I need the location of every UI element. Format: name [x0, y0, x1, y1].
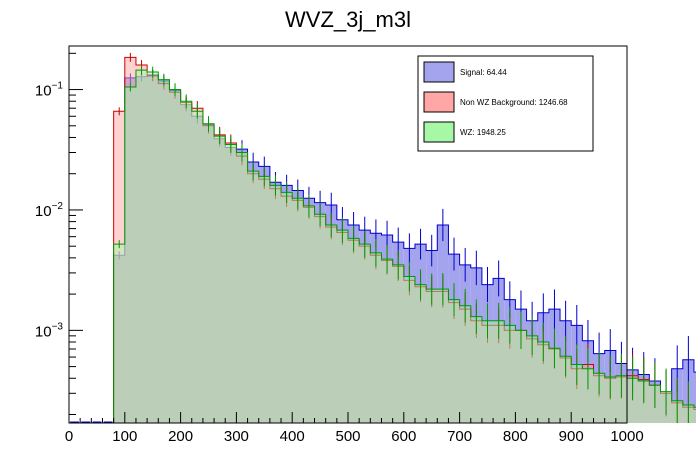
outline-wz	[113, 69, 696, 423]
bar-wz	[526, 335, 538, 423]
x-tick-label: 500	[335, 428, 360, 445]
bar-wz	[593, 373, 605, 423]
bar-wz	[269, 185, 282, 423]
bar-wz	[448, 299, 460, 423]
x-tick-label: 800	[503, 428, 528, 445]
legend-swatch-wz	[423, 121, 455, 143]
bar-wz	[359, 244, 371, 423]
bar-wz	[348, 238, 360, 423]
x-tick-label: 200	[168, 428, 193, 445]
x-tick-label: 600	[391, 428, 416, 445]
bar-wz	[459, 305, 471, 423]
bar-wz	[426, 289, 438, 423]
bar-wz	[414, 284, 427, 423]
bar-wz	[571, 364, 583, 423]
legend: Signal: 64.44 Non WZ Background: 1246.68…	[417, 55, 594, 152]
bar-wz	[147, 71, 159, 424]
x-tick-label: 400	[280, 428, 305, 445]
bar-wz	[303, 205, 315, 423]
bar-wz	[124, 87, 136, 423]
x-tick-label: 300	[224, 428, 249, 445]
legend-label-wz: WZ: 1948.25	[460, 128, 506, 137]
x-axis: 0 100 200 300 400 500 600 700 800 900 1000	[65, 412, 644, 445]
bar-wz	[258, 176, 270, 423]
bar-wz	[381, 259, 393, 423]
legend-swatch-signal	[423, 61, 455, 83]
y-tick-label: 10−3	[35, 321, 64, 340]
bar-wz	[403, 276, 415, 423]
x-tick-label: 1000	[610, 428, 643, 445]
bar-wz	[437, 289, 449, 423]
error-bars-wz	[118, 65, 689, 423]
x-tick-label: 100	[112, 428, 137, 445]
bar-wz	[481, 320, 494, 423]
x-tick-label: 0	[65, 428, 73, 445]
bar-wz	[135, 70, 148, 424]
bar-wz	[693, 407, 696, 423]
bar-wz	[214, 136, 226, 424]
bar-wz	[247, 171, 259, 423]
bar-wz	[582, 368, 594, 423]
bar-wz	[202, 123, 215, 424]
bar-wz	[627, 378, 639, 423]
legend-swatch-nonwz	[423, 91, 455, 113]
axis-layer: 0 100 200 300 400 500 600 700 800 900 1000 10−3 10−2…	[35, 52, 644, 445]
bar-wz	[113, 244, 125, 423]
bar-wz	[191, 111, 203, 423]
bar-wz	[158, 79, 170, 423]
bar-wz	[504, 325, 516, 423]
bar-wz	[236, 152, 248, 423]
bar-wz	[537, 342, 549, 423]
bar-wz	[615, 375, 627, 423]
bar-wz	[281, 192, 293, 423]
x-tick-label: 700	[447, 428, 472, 445]
bar-wz	[336, 230, 348, 423]
bar-wz	[392, 264, 404, 423]
bar-wz	[470, 316, 482, 423]
bar-wz	[225, 144, 237, 423]
bar-wz	[515, 330, 527, 423]
legend-label-signal: Signal: 64.44	[460, 68, 507, 77]
bar-wz	[180, 101, 192, 423]
x-tick-label: 900	[559, 428, 584, 445]
bar-wz	[314, 214, 326, 423]
legend-label-nonwz: Non WZ Background: 1246.68	[460, 98, 568, 107]
series-layer	[70, 52, 696, 424]
chart-title: WVZ_3j_m3l	[285, 7, 411, 32]
series-wz	[113, 65, 696, 424]
bar-wz	[325, 224, 337, 423]
bar-wz	[292, 198, 304, 423]
bar-signal	[693, 372, 696, 423]
bar-wz	[169, 89, 181, 424]
bar-wz	[548, 348, 561, 423]
bar-wz	[370, 252, 382, 423]
y-tick-label: 10−1	[35, 81, 64, 100]
bar-wz	[560, 356, 572, 423]
y-axis: 10−3 10−2 10−1	[35, 52, 83, 416]
bar-wz	[493, 320, 505, 423]
bar-wz	[604, 376, 616, 423]
y-tick-label: 10−2	[35, 201, 64, 220]
